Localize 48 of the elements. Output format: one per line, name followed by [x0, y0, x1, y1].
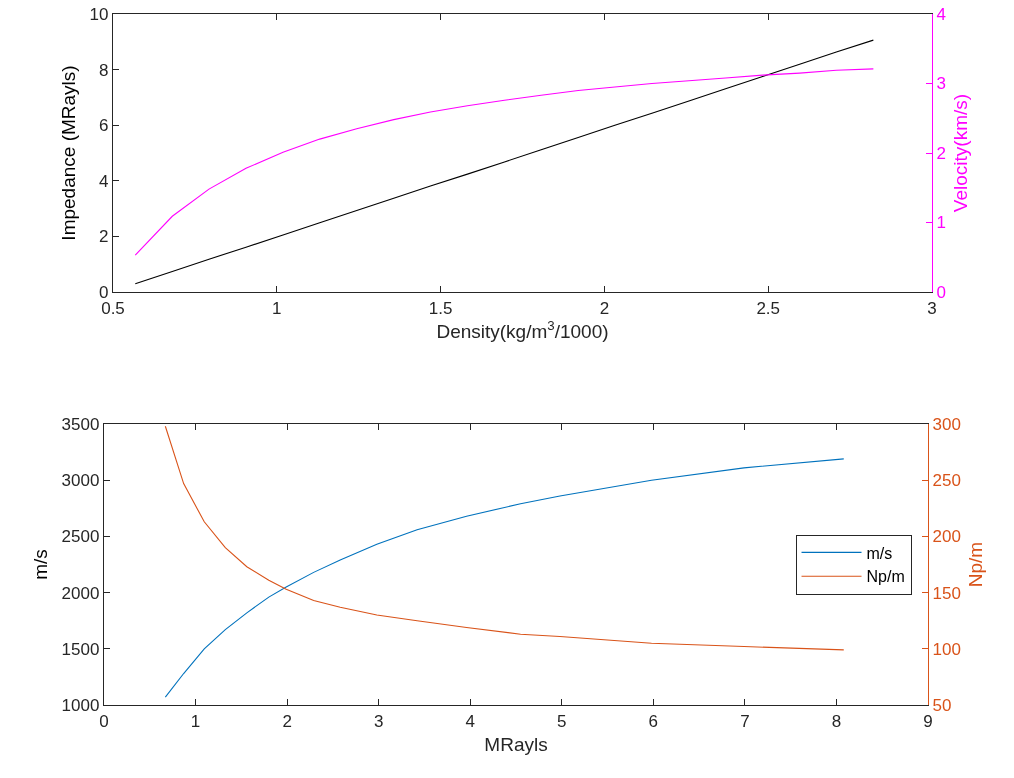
y2-axis-title: Velocity(km/s) — [949, 93, 971, 213]
x-tick-label: 1.5 — [428, 298, 453, 318]
x-tick-label: 2 — [282, 711, 292, 731]
x-tick-label: 8 — [831, 711, 842, 731]
x-tick-label: 2 — [599, 298, 610, 318]
line-series — [164, 425, 845, 651]
x-tick-label: 1 — [190, 711, 201, 731]
x-tick-label: 4 — [465, 711, 475, 731]
legend-label: Np/m — [866, 568, 905, 586]
y-tick-label: 8 — [98, 60, 109, 80]
y-tick-label: 6 — [98, 116, 109, 136]
line-series — [134, 39, 874, 285]
y2-tick-label: 150 — [932, 583, 961, 603]
y2-axis-title: Np/m — [964, 541, 986, 588]
x-axis-title: MRayls — [484, 734, 548, 756]
y2-tick-label: 100 — [932, 639, 961, 659]
y-tick-label: 2000 — [61, 583, 100, 603]
y2-tick-label: 50 — [932, 695, 952, 715]
x-tick-label: 5 — [557, 711, 567, 731]
y-tick-label: 4 — [98, 171, 109, 191]
x-tick-label: 3 — [927, 298, 937, 318]
y-tick-label: 3000 — [61, 471, 100, 491]
y-tick-label: 2500 — [61, 527, 100, 547]
y2-tick-label: 300 — [932, 414, 961, 434]
y-tick-label: 1000 — [61, 695, 100, 715]
y2-tick-label: 4 — [936, 4, 947, 24]
y-tick-label: 10 — [89, 4, 109, 24]
line-series — [164, 458, 845, 698]
y-tick-label: 2 — [98, 227, 109, 247]
x-axis-title: Density(kg/m$^{3}$/1000) — [436, 318, 609, 343]
y2-tick-label: 2 — [936, 143, 947, 163]
y2-tick-label: 0 — [936, 282, 947, 302]
y2-tick-label: 3 — [936, 74, 947, 94]
x-tick-label: 2.5 — [756, 298, 781, 318]
y2-tick-label: 1 — [936, 213, 947, 233]
y-axis-title: m/s — [30, 549, 52, 580]
x-tick-label: 1 — [272, 298, 282, 318]
line-series — [134, 68, 874, 256]
y2-tick-label: 250 — [932, 471, 961, 491]
x-tick-label: 7 — [740, 711, 750, 731]
x-tick-label: 3 — [373, 711, 384, 731]
y-tick-label: 1500 — [61, 639, 100, 659]
y2-tick-label: 200 — [932, 527, 961, 547]
x-tick-label: 6 — [648, 711, 659, 731]
y-tick-label: 3500 — [61, 414, 100, 434]
x-tick-label: 9 — [923, 711, 933, 731]
legend-label: m/s — [866, 544, 893, 562]
y-axis-title: Impedance (MRayls) — [58, 65, 80, 241]
